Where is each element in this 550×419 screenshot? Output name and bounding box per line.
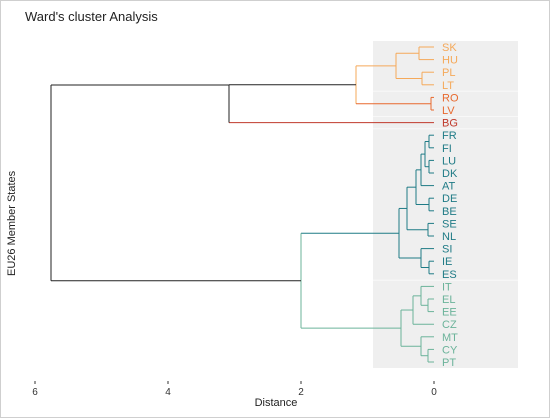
x-tick-label-2: 2 xyxy=(298,387,304,398)
leaf-label-de: DE xyxy=(442,193,457,205)
leaf-label-ie: IE xyxy=(442,256,452,268)
leaf-label-lt: LT xyxy=(442,80,454,92)
leaf-label-it: IT xyxy=(442,281,452,293)
chart-title: Ward's cluster Analysis xyxy=(25,9,158,24)
leaf-label-sk: SK xyxy=(442,42,457,54)
leaf-label-nl: NL xyxy=(442,231,456,243)
leaf-label-si: SI xyxy=(442,244,452,256)
cluster-box-4 xyxy=(373,129,518,280)
leaf-label-es: ES xyxy=(442,269,457,281)
leaf-label-dk: DK xyxy=(442,168,458,180)
leaf-label-pl: PL xyxy=(442,67,455,79)
cluster-box-3 xyxy=(373,116,518,129)
x-tick-label-6: 6 xyxy=(32,387,38,398)
leaf-label-el: EL xyxy=(442,294,455,306)
leaf-label-ro: RO xyxy=(442,92,459,104)
x-tick-label-4: 4 xyxy=(165,387,171,398)
leaf-label-fr: FR xyxy=(442,130,457,142)
leaf-label-lv: LV xyxy=(442,105,455,117)
leaf-label-mt: MT xyxy=(442,332,458,344)
cluster-box-1 xyxy=(373,41,518,91)
x-tick-label-0: 0 xyxy=(431,387,437,398)
leaf-label-hu: HU xyxy=(442,55,458,67)
leaf-label-at: AT xyxy=(442,181,456,193)
leaf-label-be: BE xyxy=(442,206,457,218)
leaf-label-bg: BG xyxy=(442,118,458,130)
leaf-label-ee: EE xyxy=(442,307,457,319)
leaf-label-fi: FI xyxy=(442,143,452,155)
leaf-label-lu: LU xyxy=(442,155,456,167)
leaf-label-cy: CY xyxy=(442,344,458,356)
leaf-label-se: SE xyxy=(442,218,457,230)
leaf-label-cz: CZ xyxy=(442,319,457,331)
leaf-label-pt: PT xyxy=(442,357,456,369)
x-axis-label: Distance xyxy=(254,397,298,409)
cluster-box-5 xyxy=(373,280,518,368)
